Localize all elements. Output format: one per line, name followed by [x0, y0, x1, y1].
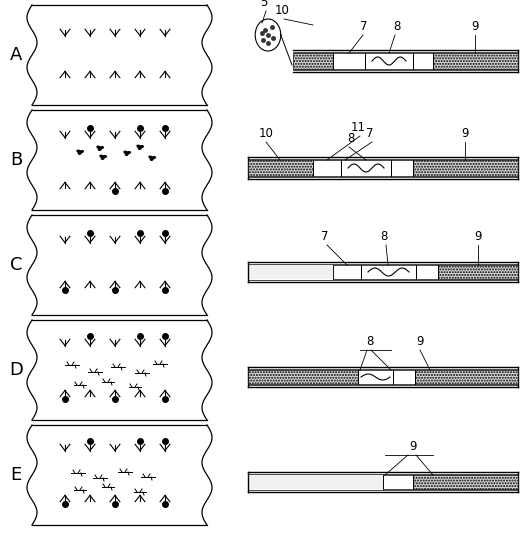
Polygon shape — [100, 155, 106, 160]
Polygon shape — [97, 146, 103, 150]
Bar — [358, 370, 393, 384]
Text: 8: 8 — [394, 20, 401, 33]
Bar — [365, 53, 413, 69]
Text: 9: 9 — [474, 230, 482, 243]
Text: 9: 9 — [409, 440, 417, 453]
Text: 10: 10 — [275, 4, 289, 17]
Text: 8: 8 — [366, 335, 374, 348]
Text: 9: 9 — [461, 127, 469, 140]
Text: 7: 7 — [361, 20, 368, 33]
Bar — [413, 160, 518, 176]
Bar — [333, 53, 365, 69]
Bar — [248, 160, 313, 176]
Text: E: E — [10, 466, 21, 484]
Text: 9: 9 — [416, 335, 424, 348]
Bar — [248, 370, 358, 384]
Bar — [361, 265, 416, 279]
Text: D: D — [9, 361, 23, 379]
Bar — [416, 265, 438, 279]
Bar — [313, 160, 341, 176]
Bar — [393, 370, 415, 384]
Polygon shape — [77, 150, 83, 154]
Polygon shape — [124, 151, 130, 155]
Polygon shape — [149, 156, 156, 161]
Text: 8: 8 — [347, 132, 355, 145]
Bar — [383, 475, 413, 489]
Bar — [413, 53, 433, 69]
Bar — [293, 53, 333, 69]
Text: 7: 7 — [366, 127, 374, 140]
Text: A: A — [10, 46, 22, 64]
Bar — [391, 160, 413, 176]
Text: B: B — [10, 151, 22, 169]
Polygon shape — [137, 146, 144, 149]
Bar — [438, 265, 518, 279]
Text: C: C — [10, 256, 22, 274]
Text: 9: 9 — [471, 20, 479, 33]
Text: 11: 11 — [351, 121, 366, 134]
Bar — [413, 475, 518, 489]
Text: 7: 7 — [321, 230, 329, 243]
Bar — [248, 265, 333, 279]
Text: 8: 8 — [380, 230, 388, 243]
Bar — [433, 53, 518, 69]
Bar — [333, 265, 361, 279]
Bar — [341, 160, 391, 176]
Bar — [248, 475, 383, 489]
Text: 10: 10 — [258, 127, 274, 140]
Bar — [415, 370, 518, 384]
Text: 5: 5 — [260, 0, 268, 9]
